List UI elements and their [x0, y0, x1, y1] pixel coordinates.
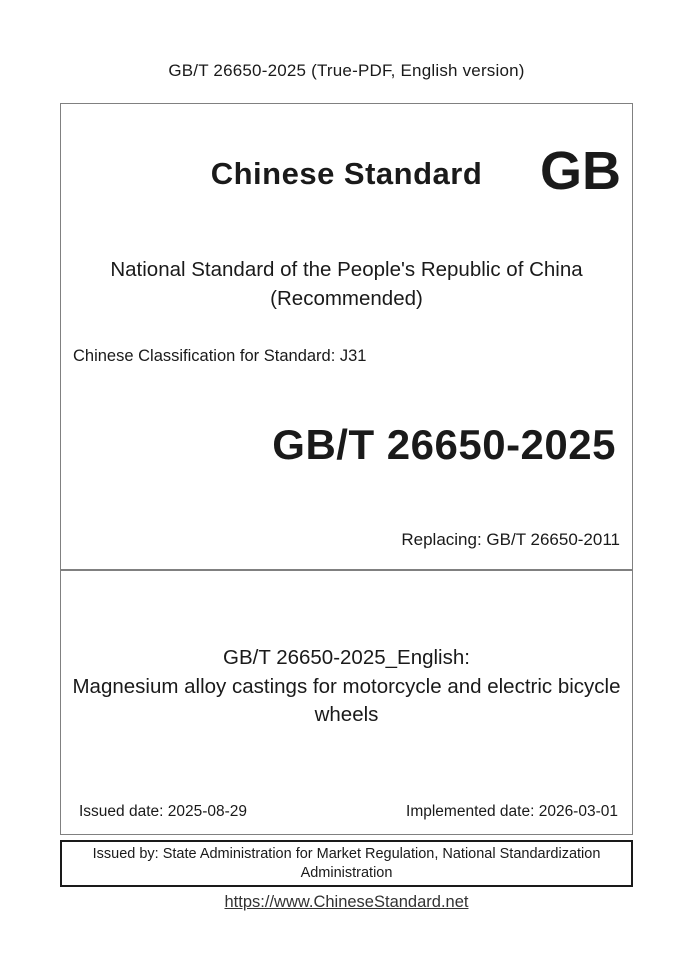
website-link[interactable]: https://www.ChineseStandard.net: [224, 893, 469, 911]
dates-row: Issued date: 2025-08-29 Implemented date…: [79, 803, 618, 821]
gb-logo-text: GB: [540, 141, 621, 201]
english-heading: GB/T 26650-2025_English:: [223, 646, 470, 669]
issued-date: Issued date: 2025-08-29: [79, 803, 248, 820]
cover-section: Chinese Standard GB National Standard of…: [60, 103, 633, 570]
english-title: Magnesium alloy castings for motorcycle …: [72, 674, 621, 727]
footer: https://www.ChineseStandard.net: [0, 893, 693, 912]
classification-label: Chinese Classification for Standard: J31: [73, 347, 367, 365]
implemented-date: Implemented date: 2026-03-01: [406, 803, 618, 820]
national-standard-line: National Standard of the People's Republ…: [110, 258, 583, 281]
brand-title: Chinese Standard: [210, 156, 483, 191]
replacing-note: Replacing: GB/T 26650-2011: [401, 530, 620, 549]
document-header-title: GB/T 26650-2025 (True-PDF, English versi…: [168, 61, 525, 80]
issuer-text: Issued by: State Administration for Mark…: [92, 845, 601, 881]
english-title-block: GB/T 26650-2025_English: Magnesium alloy…: [66, 644, 627, 730]
national-standard-block: National Standard of the People's Republ…: [61, 256, 632, 313]
standard-number: GB/T 26650-2025: [272, 421, 616, 468]
detail-section: GB/T 26650-2025_English: Magnesium alloy…: [60, 570, 633, 835]
issuer-section: Issued by: State Administration for Mark…: [60, 840, 633, 887]
recommended-line: (Recommended): [270, 286, 423, 310]
